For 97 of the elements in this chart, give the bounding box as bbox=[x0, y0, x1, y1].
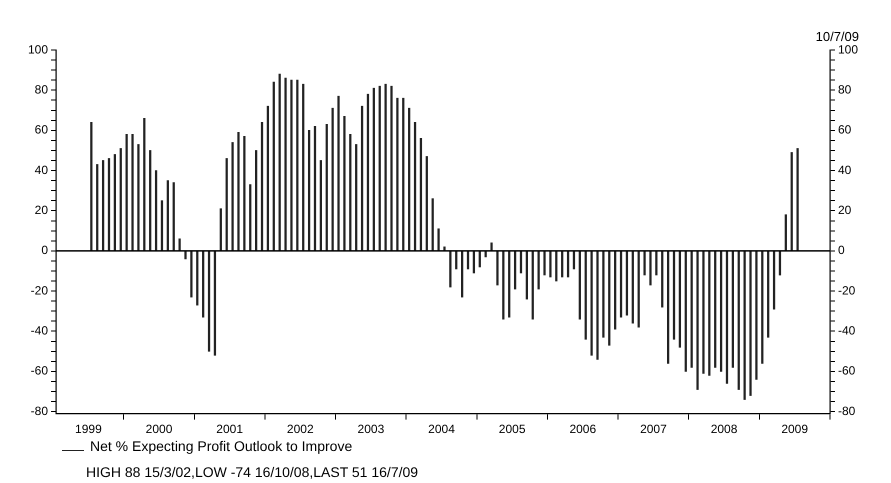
bar bbox=[738, 251, 740, 390]
bar bbox=[449, 251, 452, 288]
bar bbox=[408, 108, 410, 251]
bar bbox=[166, 180, 169, 251]
bar bbox=[655, 251, 658, 276]
y2-tick-label: 20 bbox=[838, 203, 852, 218]
text: 10/7/09 bbox=[816, 29, 859, 44]
bar bbox=[96, 164, 98, 251]
y-tick-label: 0 bbox=[41, 243, 48, 258]
x-tick-label: 2008 bbox=[710, 422, 738, 436]
bar bbox=[784, 214, 787, 251]
x-tick-label: 2003 bbox=[358, 422, 385, 436]
x-tick-label: 2001 bbox=[216, 422, 244, 436]
bar bbox=[120, 148, 122, 251]
y-tick-label: -80 bbox=[30, 404, 48, 418]
bar bbox=[478, 251, 481, 268]
x-tick-label: 2006 bbox=[569, 422, 596, 436]
y-tick-label: -60 bbox=[30, 364, 48, 378]
y2-tick-label: 60 bbox=[838, 122, 852, 137]
bar bbox=[744, 251, 746, 400]
y2-tick-label: -80 bbox=[838, 404, 856, 418]
y-tick-label: -40 bbox=[30, 324, 48, 338]
x-tick-label: 2004 bbox=[428, 422, 456, 436]
y-tick-label: 60 bbox=[34, 122, 48, 137]
bar bbox=[484, 251, 487, 258]
bar bbox=[355, 144, 358, 251]
bar bbox=[226, 158, 228, 251]
text: HIGH 88 15/3/02,LOW -74 16/10/08,LAST 51 16/7/09 bbox=[86, 464, 418, 480]
bar bbox=[249, 184, 252, 251]
bar bbox=[143, 118, 146, 251]
bar bbox=[349, 134, 352, 251]
legend-label: Net % Expecting Profit Outlook to Improve bbox=[90, 438, 352, 454]
bar bbox=[426, 156, 428, 251]
bar bbox=[508, 251, 510, 318]
bar bbox=[578, 251, 581, 320]
bar bbox=[538, 251, 540, 290]
bar bbox=[149, 150, 152, 251]
y2-tick-label: 100 bbox=[838, 42, 858, 56]
bar bbox=[172, 182, 175, 251]
bar bbox=[714, 251, 716, 368]
bar bbox=[555, 251, 558, 282]
bar bbox=[502, 251, 504, 320]
bar bbox=[320, 160, 322, 251]
bar bbox=[532, 251, 534, 320]
bar bbox=[767, 251, 770, 338]
y2-tick-label: 0 bbox=[838, 243, 845, 258]
y2-tick-label: -20 bbox=[838, 283, 856, 298]
bar bbox=[608, 251, 610, 346]
bar bbox=[202, 251, 204, 318]
bar bbox=[114, 154, 116, 251]
bar bbox=[632, 251, 634, 324]
bar bbox=[638, 251, 640, 328]
bar bbox=[402, 98, 404, 251]
x-tick-label: 2007 bbox=[640, 422, 668, 436]
bar bbox=[666, 251, 670, 364]
y2-tick-label: 80 bbox=[838, 82, 852, 96]
bar bbox=[296, 80, 298, 251]
bar bbox=[561, 251, 564, 278]
y-tick-label: 80 bbox=[34, 82, 48, 96]
bar bbox=[278, 74, 281, 251]
bar bbox=[90, 122, 92, 251]
bar bbox=[584, 251, 587, 340]
y-tick-label: 40 bbox=[34, 162, 48, 177]
bar bbox=[708, 251, 710, 376]
x-tick-label: 2009 bbox=[781, 422, 808, 436]
x-tick-label: 2000 bbox=[146, 422, 173, 436]
bar bbox=[614, 251, 616, 330]
bar bbox=[790, 152, 793, 251]
bar bbox=[761, 251, 764, 364]
y2-tick-label: 40 bbox=[838, 162, 852, 177]
bar bbox=[220, 208, 222, 251]
bar bbox=[332, 108, 334, 251]
bar bbox=[302, 84, 304, 251]
bar bbox=[196, 251, 198, 306]
x-tick-label: 1999 bbox=[75, 422, 102, 436]
bar bbox=[661, 251, 664, 308]
y2-tick-label: -40 bbox=[838, 324, 856, 338]
bar bbox=[732, 251, 734, 368]
y-tick-label: -20 bbox=[30, 283, 48, 298]
y-tick-label: 100 bbox=[28, 42, 48, 56]
y-tick-label: 20 bbox=[34, 203, 48, 218]
bar bbox=[126, 134, 128, 251]
bar bbox=[378, 86, 381, 251]
bar bbox=[461, 251, 464, 298]
bar bbox=[326, 124, 328, 251]
bar bbox=[690, 251, 693, 368]
bar bbox=[526, 251, 528, 300]
bar bbox=[272, 82, 275, 251]
x-tick-label: 2002 bbox=[286, 422, 314, 436]
bar bbox=[372, 88, 375, 251]
bar bbox=[684, 251, 687, 372]
bar bbox=[243, 136, 246, 251]
x-tick-label: 2005 bbox=[498, 422, 526, 436]
y2-tick-label: -60 bbox=[838, 364, 856, 378]
bar bbox=[255, 150, 258, 251]
bar bbox=[455, 251, 458, 270]
bar bbox=[432, 198, 434, 251]
